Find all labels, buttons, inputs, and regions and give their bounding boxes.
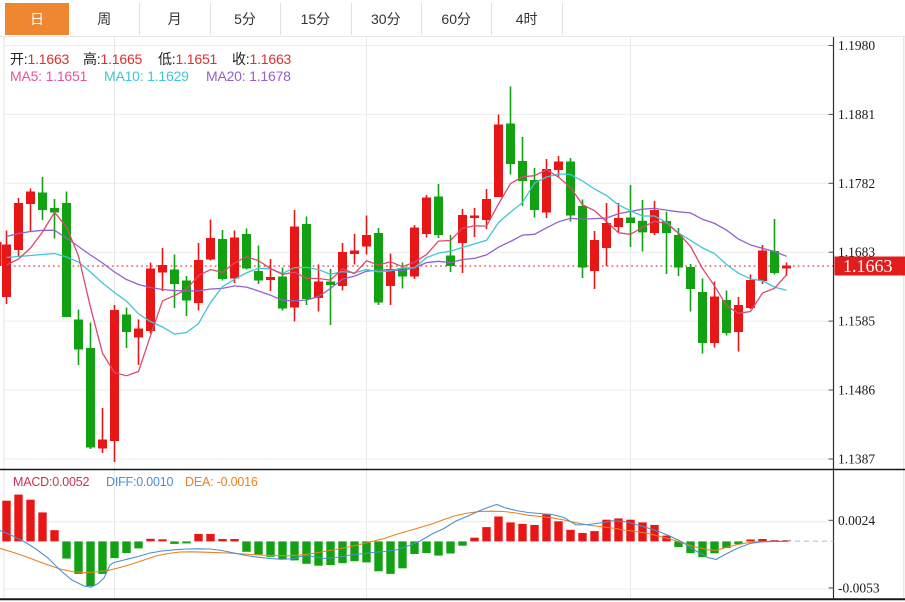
svg-text:1.1782: 1.1782 [838, 176, 875, 191]
svg-text:1.1387: 1.1387 [838, 452, 875, 467]
svg-text:1.1980: 1.1980 [838, 38, 875, 53]
svg-text:-0.0053: -0.0053 [838, 580, 880, 595]
svg-text:1.1663: 1.1663 [843, 256, 893, 276]
svg-text:1.1683: 1.1683 [838, 245, 875, 260]
svg-text:0.0024: 0.0024 [838, 513, 875, 528]
svg-text:1.1881: 1.1881 [838, 107, 875, 122]
svg-text:1.1486: 1.1486 [838, 383, 875, 398]
svg-text:1.1585: 1.1585 [838, 314, 875, 329]
